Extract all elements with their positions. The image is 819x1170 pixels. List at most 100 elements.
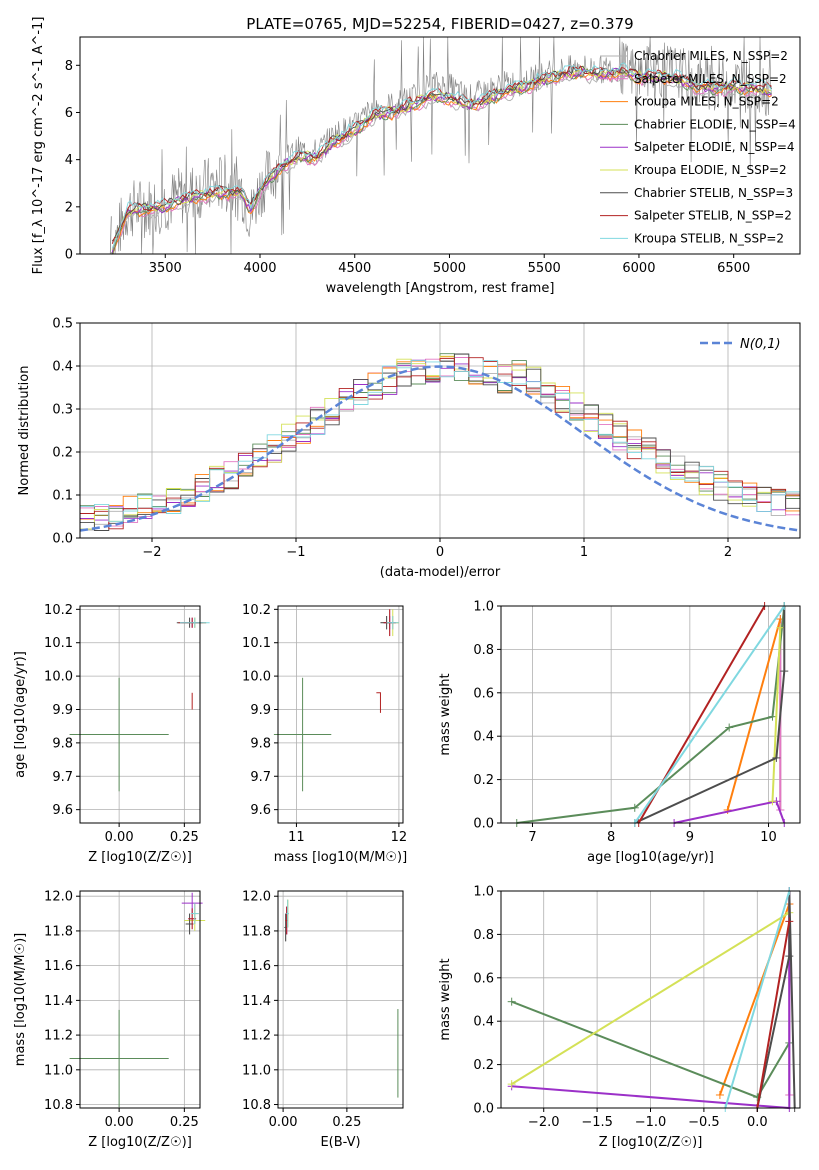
weight-line-3: [516, 605, 786, 824]
x-axis-label: E(B-V): [320, 1135, 360, 1150]
weight-line-5: [511, 911, 790, 1085]
y-tick-label: 9.8: [52, 736, 73, 751]
axes-frame: [79, 890, 201, 1109]
y-tick-label: 0.8: [473, 643, 494, 658]
residual-histogram-panel: −2 −1 0 1 2 0.0 0.1 0.2 0.3 0.4 0.5 (data-model)/er…: [17, 317, 801, 580]
weight-line-8: [724, 890, 791, 1109]
y-tick-label: 0.5: [52, 317, 73, 332]
y-axis-label: Flux [f_λ 10^-17 erg cm^-2 s^-1 A^-1]: [31, 17, 46, 275]
legend-label-4: Salpeter ELODIE, N_SSP=4: [634, 140, 795, 154]
y-tick-label: 10.0: [44, 670, 73, 685]
weight-line-6: [634, 606, 786, 824]
x-tick-label: 6000: [622, 261, 655, 276]
y-tick-label: 0.0: [473, 817, 494, 832]
x-axis-label: Z [log10(Z/Z☉)]: [88, 850, 192, 865]
y-tick-label: 9.9: [52, 703, 73, 718]
y-tick-label: 0.8: [473, 928, 494, 943]
y-tick-label: 0.4: [52, 360, 73, 375]
data-spectrum: [111, 36, 772, 255]
x-tick-label: −1.0: [635, 1115, 667, 1130]
x-tick-label: 0.00: [105, 1115, 134, 1130]
x-tick-label: −0.5: [688, 1115, 720, 1130]
y-tick-label: 2: [65, 200, 73, 215]
y-tick-label: 11.0: [242, 1063, 271, 1078]
x-tick-label: 11: [288, 830, 305, 845]
y-tick-label: 11.4: [242, 994, 271, 1009]
model-spectrum-4: [111, 67, 772, 253]
y-tick-label: 0.1: [52, 489, 73, 504]
y-tick-label: 0.3: [52, 403, 73, 418]
histogram-step-7: [79, 357, 801, 530]
x-tick-label: 6500: [717, 261, 750, 276]
x-tick-label: 0.00: [105, 830, 134, 845]
x-axis-label: mass [log10(M/M☉)]: [274, 850, 407, 865]
legend-label-2: Kroupa MILES, N_SSP=2: [634, 95, 779, 109]
x-tick-label: 5500: [528, 261, 561, 276]
x-axis-label: age [log10(age/yr)]: [587, 850, 714, 865]
y-tick-label: 11.8: [242, 924, 271, 939]
y-tick-label: 0.2: [52, 446, 73, 461]
y-tick-label: 9.8: [250, 736, 271, 751]
y-tick-label: 10.2: [44, 603, 73, 618]
y-tick-label: 6: [65, 106, 73, 121]
y-tick-label: 11.6: [242, 959, 271, 974]
age-vs-mass-panel: 11 12 9.6 9.7 9.8 9.9 10.0 10.1 10.2 mass [log10(…: [242, 603, 407, 865]
x-tick-label: 0.25: [332, 1115, 361, 1130]
y-tick-label: 12.0: [44, 890, 73, 905]
y-tick-label: 0.0: [473, 1102, 494, 1117]
x-axis-label: Z [log10(Z/Z☉)]: [599, 1135, 703, 1150]
y-tick-label: 11.2: [44, 1029, 73, 1044]
axes-frame: [500, 605, 801, 824]
y-tick-label: 9.9: [250, 703, 271, 718]
axes-frame: [79, 605, 201, 824]
y-tick-label: 10.1: [44, 636, 73, 651]
x-tick-label: −1.5: [581, 1115, 613, 1130]
legend-label-6: Chabrier STELIB, N_SSP=3: [634, 186, 793, 200]
y-tick-label: 1.0: [473, 600, 494, 615]
figure-title: PLATE=0765, MJD=52254, FIBERID=0427, z=0…: [246, 15, 633, 33]
x-tick-label: 0.25: [170, 830, 199, 845]
y-tick-label: 11.4: [44, 994, 73, 1009]
x-tick-label: 8: [607, 830, 615, 845]
y-tick-label: 0.2: [473, 773, 494, 788]
y-tick-label: 9.6: [250, 803, 271, 818]
y-tick-label: 10.8: [44, 1098, 73, 1113]
x-tick-label: −2: [142, 545, 161, 560]
y-axis-label: mass weight: [438, 958, 453, 1040]
weight-line-8: [633, 605, 786, 824]
x-axis-label: wavelength [Angstrom, rest frame]: [326, 281, 555, 296]
x-tick-label: 10: [760, 830, 777, 845]
legend-label-5: Kroupa ELODIE, N_SSP=2: [634, 163, 787, 177]
weight-line-2: [726, 618, 782, 811]
mass-weight-vs-metallicity-panel: −2.0 −1.5 −1.0 −0.5 0.0 0.0 0.2 0.4 0.6 0.8 1.0 Z […: [438, 885, 801, 1150]
data-spectrum-edge: [109, 216, 112, 255]
y-tick-label: 9.7: [52, 770, 73, 785]
y-tick-label: 0.4: [473, 730, 494, 745]
y-tick-label: 10.0: [242, 670, 271, 685]
model-spectrum-8: [111, 62, 773, 249]
y-tick-label: 11.8: [44, 924, 73, 939]
y-tick-label: 10.1: [242, 636, 271, 651]
y-tick-label: 11.2: [242, 1029, 271, 1044]
weight-line-2: [718, 903, 791, 1096]
x-tick-label: 0.00: [269, 1115, 298, 1130]
axes-frame: [277, 890, 404, 1109]
mass-weight-vs-age-panel: 7 8 9 10 0.0 0.2 0.4 0.6 0.8 1.0 age [log10(age/yr…: [438, 600, 801, 865]
legend-label-3: Chabrier ELODIE, N_SSP=4: [634, 117, 796, 131]
errorbar-salpeter-stelib-young: [376, 692, 381, 713]
y-axis-label: Normed distribution: [17, 366, 32, 496]
y-tick-label: 4: [65, 153, 73, 168]
y-tick-label: 9.6: [52, 803, 73, 818]
legend-label-0: Chabrier MILES, N_SSP=2: [634, 49, 788, 63]
spectrum-panel: 3500 4000 4500 5000 5500 6000 6500 0 2 4 6 8 wavelen…: [31, 17, 801, 296]
y-tick-label: 0.2: [473, 1058, 494, 1073]
y-axis-label: mass [log10(M/M☉)]: [13, 933, 28, 1066]
y-tick-label: 0.6: [473, 971, 494, 986]
legend-label-1: Salpeter MILES, N_SSP=2: [634, 72, 787, 86]
x-tick-label: 5000: [433, 261, 466, 276]
y-tick-label: 11.0: [44, 1063, 73, 1078]
axes-frame: [277, 605, 404, 824]
x-tick-label: 4000: [243, 261, 276, 276]
x-tick-label: 0.25: [170, 1115, 199, 1130]
